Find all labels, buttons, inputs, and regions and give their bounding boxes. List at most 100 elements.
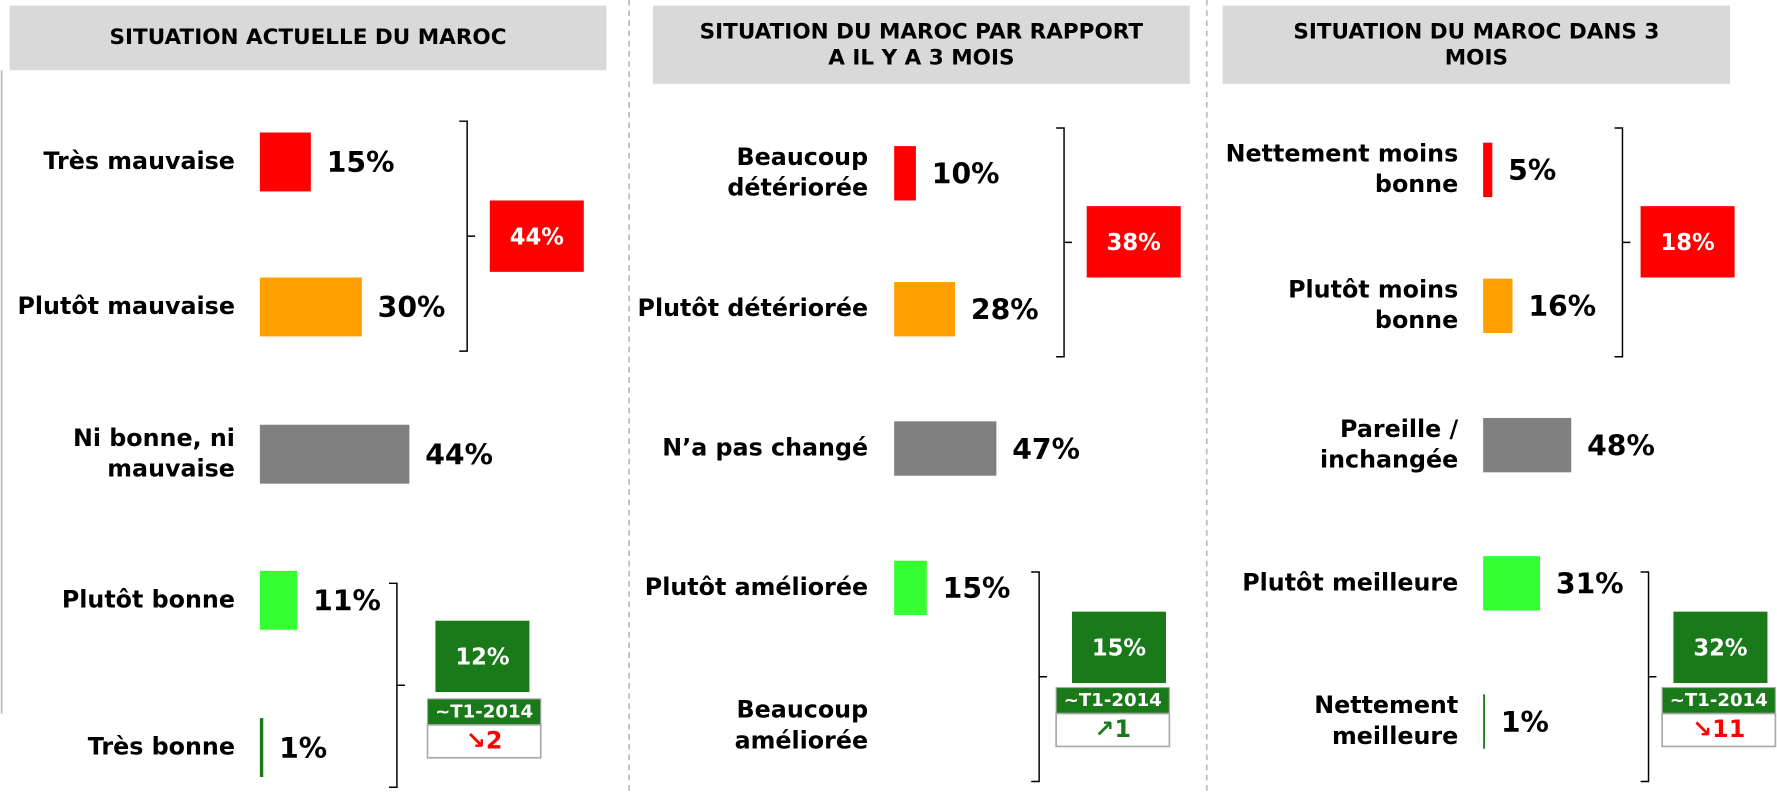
positive-total-label: 32% [1693, 636, 1747, 662]
value-label: 10% [932, 158, 1000, 191]
bar [1483, 694, 1485, 749]
bar [894, 560, 927, 616]
value-label: 28% [971, 293, 1039, 326]
bar [1483, 142, 1493, 198]
positive-total-label: 15% [1092, 636, 1146, 662]
category-label: Plutôt bonne [62, 585, 235, 613]
bar [259, 570, 298, 630]
bar [1483, 417, 1572, 473]
category-label: Plutôt améliorée [645, 572, 868, 600]
bar [894, 421, 997, 476]
category-line: Très mauvaise [43, 146, 235, 174]
category-label: Plutôt moins bonne [1288, 275, 1458, 334]
title-box [652, 5, 1190, 84]
change-label: ↘11 [1692, 715, 1745, 743]
value-label: 11% [313, 585, 381, 618]
negative-total-label: 38% [1107, 230, 1161, 256]
category-line: Très bonne [88, 732, 235, 760]
bracket [1640, 571, 1657, 783]
title-box [9, 5, 607, 71]
comparison-label: ~T1-2014 [1670, 690, 1768, 711]
bar [894, 146, 916, 201]
bar [1483, 278, 1513, 334]
negative-total [1086, 206, 1181, 278]
category-line: améliorée [735, 726, 869, 754]
category-line: Plutôt détériorée [638, 294, 869, 322]
value-label: 1% [1501, 706, 1549, 739]
category-line: Nettement [1314, 691, 1458, 719]
title: SITUATION DU MAROC DANS 3 MOIS [1293, 18, 1660, 70]
category-label: Ni bonne, ni mauvaise [73, 423, 235, 482]
value-label: 47% [1012, 433, 1080, 466]
category-line: détériorée [727, 173, 868, 201]
category-line: N’a pas changé [662, 433, 868, 461]
bar [894, 282, 956, 337]
change-box [1055, 712, 1171, 748]
category-line: Ni bonne, ni [73, 423, 235, 451]
negative-total [1640, 206, 1735, 278]
category-label: Très mauvaise [43, 146, 235, 174]
comparison-box [426, 698, 542, 726]
change-label: ↗1 [1095, 715, 1131, 743]
positive-total [1071, 611, 1167, 683]
value-label: 16% [1528, 290, 1596, 323]
positive-total [1673, 611, 1768, 683]
value-label: 48% [1587, 429, 1655, 462]
category-label: N’a pas changé [662, 433, 868, 461]
bar [1483, 556, 1541, 611]
category-line: Plutôt moins [1288, 275, 1458, 303]
bracket [1614, 127, 1631, 358]
title-box [1222, 5, 1731, 84]
category-line: bonne [1375, 170, 1458, 198]
category-label: Pareille / inchangée [1320, 414, 1459, 473]
negative-total [489, 200, 584, 272]
category-label: Plutôt meilleure [1242, 568, 1458, 596]
title: SITUATION ACTUELLE DU MAROC [109, 25, 507, 50]
bracket [1056, 127, 1072, 358]
category-line: Nettement moins [1226, 139, 1459, 167]
category-line: bonne [1375, 306, 1458, 334]
value-label: 5% [1508, 154, 1556, 187]
bar [259, 132, 311, 192]
negative-total-label: 18% [1660, 230, 1714, 256]
category-line: Plutôt améliorée [645, 572, 868, 600]
category-line: Plutôt mauvaise [17, 291, 234, 319]
title: SITUATION DU MAROC PAR RAPPORT A IL Y A … [699, 18, 1144, 70]
category-line: mauvaise [107, 454, 235, 482]
chart-title: SITUATION DU MAROC PAR RAPPORT A IL Y A … [699, 18, 1144, 70]
change-box [426, 724, 542, 759]
bracket [388, 582, 405, 788]
value-label: 44% [425, 438, 493, 471]
positive-total-label: 12% [455, 645, 509, 671]
category-label: Très bonne [88, 732, 235, 760]
positive-total [435, 620, 530, 693]
chart-title: SITUATION ACTUELLE DU MAROC [109, 25, 507, 50]
category-label: Beaucoup détériorée [727, 143, 868, 202]
category-line: Plutôt meilleure [1242, 568, 1458, 596]
comparison-box [1055, 686, 1170, 715]
bracket [1031, 571, 1048, 783]
negative-total-label: 44% [510, 224, 564, 250]
bar [259, 718, 264, 778]
category-label: Nettement meilleure [1314, 691, 1458, 750]
value-label: 30% [378, 291, 446, 324]
change-box [1661, 712, 1777, 748]
category-label: Plutôt mauvaise [17, 291, 234, 319]
category-label: Nettement moins bonne [1226, 139, 1459, 198]
category-line: Plutôt bonne [62, 585, 235, 613]
bracket [459, 120, 476, 352]
value-label: 1% [279, 732, 327, 765]
bar [259, 424, 410, 484]
chart-title: SITUATION DU MAROC DANS 3 MOIS [1293, 18, 1660, 70]
category-line: meilleure [1332, 721, 1458, 749]
value-label: 15% [943, 572, 1011, 605]
category-line: Pareille / [1340, 414, 1458, 442]
category-line: inchangée [1320, 445, 1458, 473]
bar [259, 277, 362, 337]
category-label: Plutôt détériorée [638, 294, 869, 322]
category-line: Beaucoup [737, 695, 869, 723]
category-label: Beaucoup améliorée [735, 695, 869, 754]
value-label: 31% [1556, 568, 1624, 601]
comparison-box [1661, 686, 1776, 715]
